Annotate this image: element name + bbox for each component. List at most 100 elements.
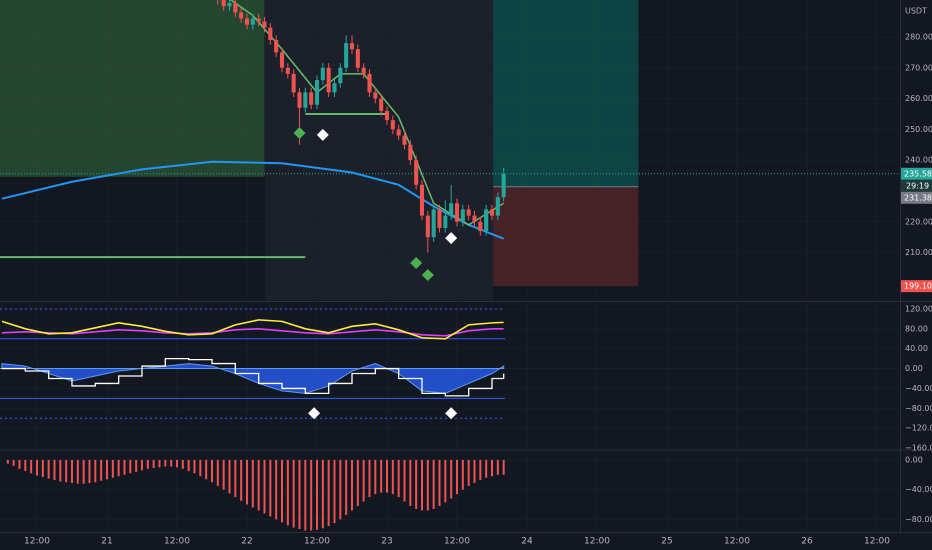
- candle-body: [233, 3, 238, 13]
- signal-marker: [293, 127, 306, 140]
- candle-body: [472, 215, 477, 222]
- histogram-bar: [304, 459, 307, 531]
- y-tick-label: 280.00: [905, 32, 932, 41]
- candle-body: [425, 215, 430, 238]
- candle-body: [501, 173, 506, 198]
- histogram-bar: [158, 459, 161, 468]
- histogram-bar: [432, 459, 435, 509]
- candle-body: [250, 18, 255, 25]
- histogram-bar: [315, 459, 318, 530]
- position-target: [493, 0, 639, 187]
- unit-label: USDT: [905, 7, 927, 16]
- histogram-bar: [485, 459, 488, 478]
- histogram-bar: [391, 459, 394, 495]
- candle-body: [414, 160, 419, 185]
- candle-body: [466, 209, 471, 216]
- y-tick-label: −40.00: [905, 485, 932, 494]
- histogram-bar: [234, 459, 237, 498]
- y-tick-label: 220.00: [905, 217, 932, 226]
- step-line: [1, 357, 505, 397]
- histogram-bar: [164, 459, 167, 467]
- histogram-bar: [479, 459, 482, 480]
- candle-body: [285, 67, 290, 74]
- histogram-bar: [24, 459, 27, 472]
- histogram-bar: [111, 459, 114, 478]
- candle-body: [349, 43, 355, 50]
- histogram-bar: [368, 459, 371, 498]
- candle-body: [355, 49, 360, 68]
- candle-body: [454, 203, 460, 222]
- oscillator-area: [1, 363, 505, 394]
- position-stop: [493, 186, 639, 287]
- candle-body: [390, 120, 395, 130]
- price-label: 231.38: [904, 193, 932, 202]
- histogram-bar: [76, 459, 79, 484]
- y-tick-label: 260.00: [905, 94, 932, 103]
- candle-body: [460, 209, 465, 222]
- candle-body: [408, 144, 413, 161]
- histogram-bar: [456, 459, 459, 495]
- histogram-bar: [6, 459, 9, 464]
- histogram-bar: [374, 459, 377, 495]
- countdown: 29:19: [906, 181, 929, 190]
- x-tick-label: 24: [521, 537, 533, 547]
- histogram-bar: [450, 459, 453, 499]
- x-tick-label: 12:00: [724, 537, 750, 547]
- histogram-bar: [53, 459, 56, 480]
- histogram-bar: [251, 459, 254, 508]
- histogram-bar: [199, 459, 202, 477]
- y-tick-label: −80.00: [905, 515, 932, 524]
- candle-body: [239, 12, 244, 19]
- candle-body: [291, 73, 296, 93]
- candle-body: [256, 18, 261, 22]
- histogram-bar: [187, 459, 190, 472]
- histogram-bar: [100, 459, 103, 481]
- histogram-bar: [380, 459, 383, 493]
- histogram-bar: [35, 459, 38, 476]
- histogram-bar: [117, 459, 120, 477]
- y-tick-label: −80.00: [905, 404, 932, 413]
- histogram-bar: [181, 459, 184, 469]
- y-tick-label: 270.00: [905, 63, 932, 72]
- candle-body: [431, 209, 436, 238]
- histogram-bar: [327, 459, 330, 527]
- histogram-bar: [467, 459, 470, 486]
- signal-marker: [410, 257, 423, 270]
- histogram-bar: [298, 459, 301, 530]
- signal-marker: [445, 232, 458, 245]
- histogram-bar: [70, 459, 73, 483]
- histogram-bar: [444, 459, 447, 503]
- histogram-bar: [420, 459, 423, 511]
- histogram-bar: [263, 459, 266, 514]
- histogram-bar: [356, 459, 359, 506]
- histogram-bar: [409, 459, 412, 506]
- zone: [0, 0, 265, 177]
- histogram-bar: [82, 459, 85, 484]
- candle-body: [384, 110, 390, 121]
- y-tick-label: −120.00: [905, 424, 932, 433]
- candle-body: [221, 0, 226, 7]
- histogram-bar: [473, 459, 476, 483]
- x-tick-label: 12:00: [444, 537, 470, 547]
- candle-body: [297, 92, 302, 108]
- y-tick-label: 250.00: [905, 125, 932, 134]
- histogram-bar: [240, 459, 243, 501]
- histogram-bar: [426, 459, 429, 511]
- histogram-bar: [228, 459, 231, 494]
- candle-body: [449, 203, 454, 216]
- candle-body: [489, 209, 495, 216]
- histogram-bar: [123, 459, 126, 475]
- y-tick-label: 240.00: [905, 156, 932, 165]
- histogram-bar: [403, 459, 406, 502]
- candle-body: [495, 197, 500, 216]
- x-tick-label: 12:00: [24, 537, 50, 547]
- x-tick-label: 22: [241, 537, 252, 547]
- candle-body: [227, 3, 232, 7]
- y-tick-label: 120.00: [905, 304, 932, 313]
- candle-body: [244, 18, 250, 25]
- candle-body: [314, 80, 320, 105]
- y-tick-label: 0.00: [905, 455, 923, 464]
- histogram-bar: [170, 459, 173, 467]
